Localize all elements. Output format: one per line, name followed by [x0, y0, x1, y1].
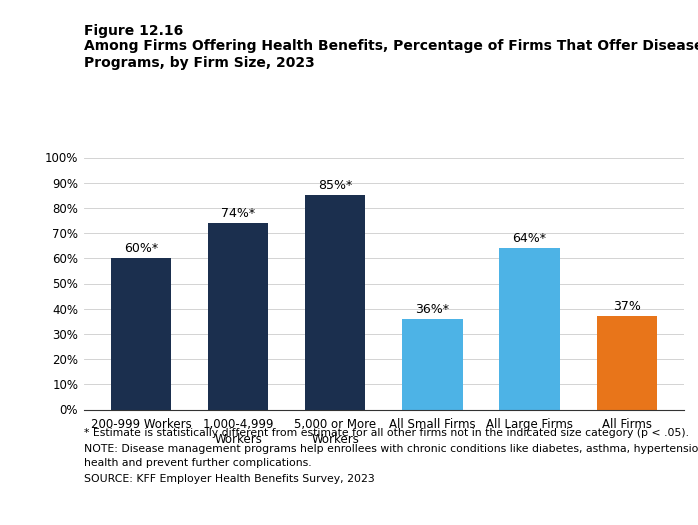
Text: 36%*: 36%* [415, 303, 450, 316]
Bar [111, 258, 171, 410]
Text: 37%: 37% [613, 300, 641, 313]
Text: health and prevent further complications.: health and prevent further complications… [84, 458, 311, 468]
Text: 60%*: 60%* [124, 242, 158, 255]
Text: Among Firms Offering Health Benefits, Percentage of Firms That Offer Disease Man: Among Firms Offering Health Benefits, Pe… [84, 39, 698, 54]
Text: 64%*: 64%* [512, 232, 547, 245]
Text: 85%*: 85%* [318, 179, 352, 192]
Text: SOURCE: KFF Employer Health Benefits Survey, 2023: SOURCE: KFF Employer Health Benefits Sur… [84, 474, 375, 484]
Bar [597, 316, 657, 410]
Bar [305, 195, 366, 410]
Text: 74%*: 74%* [221, 207, 255, 220]
Text: Figure 12.16: Figure 12.16 [84, 24, 183, 38]
Bar [208, 223, 268, 410]
Bar [500, 248, 560, 410]
Bar [402, 319, 463, 410]
Text: NOTE: Disease management programs help enrollees with chronic conditions like di: NOTE: Disease management programs help e… [84, 444, 698, 454]
Text: Programs, by Firm Size, 2023: Programs, by Firm Size, 2023 [84, 56, 315, 70]
Text: * Estimate is statistically different from estimate for all other firms not in t: * Estimate is statistically different fr… [84, 428, 689, 438]
